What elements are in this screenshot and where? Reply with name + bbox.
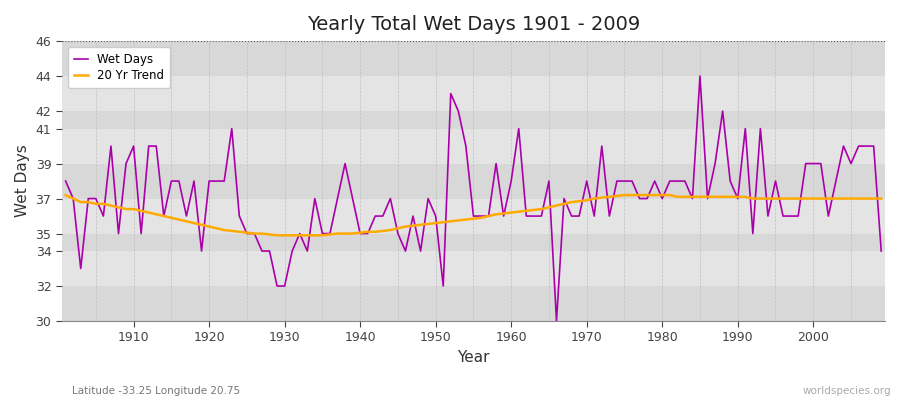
Wet Days [876,249,886,254]
Wet Days [332,196,343,201]
Wet Days [499,214,509,218]
Line: 20 Yr Trend: 20 Yr Trend [66,195,881,235]
Wet Days [695,74,706,78]
20 Yr Trend [604,194,615,199]
Bar [62,41,885,76]
Bar [62,251,885,286]
Wet Days [121,161,131,166]
Bar [62,198,885,234]
20 Yr Trend [121,207,131,212]
Bar [62,234,885,251]
20 Yr Trend [272,233,283,238]
Wet Days [60,179,71,184]
Bar [62,76,885,111]
20 Yr Trend [506,210,517,215]
Bar [62,128,885,164]
Bar [62,164,885,198]
20 Yr Trend [60,193,71,198]
20 Yr Trend [876,196,886,201]
Line: Wet Days: Wet Days [66,76,881,321]
Wet Days [287,249,298,254]
20 Yr Trend [513,209,524,214]
20 Yr Trend [294,233,305,238]
X-axis label: Year: Year [457,350,490,365]
Wet Days [506,179,517,184]
Bar [62,286,885,321]
Text: Latitude -33.25 Longitude 20.75: Latitude -33.25 Longitude 20.75 [72,386,240,396]
Title: Yearly Total Wet Days 1901 - 2009: Yearly Total Wet Days 1901 - 2009 [307,15,640,34]
Bar [62,111,885,128]
Legend: Wet Days, 20 Yr Trend: Wet Days, 20 Yr Trend [68,47,170,88]
Y-axis label: Wet Days: Wet Days [15,145,30,218]
20 Yr Trend [339,231,350,236]
Wet Days [551,319,562,324]
Wet Days [604,214,615,218]
Text: worldspecies.org: worldspecies.org [803,386,891,396]
